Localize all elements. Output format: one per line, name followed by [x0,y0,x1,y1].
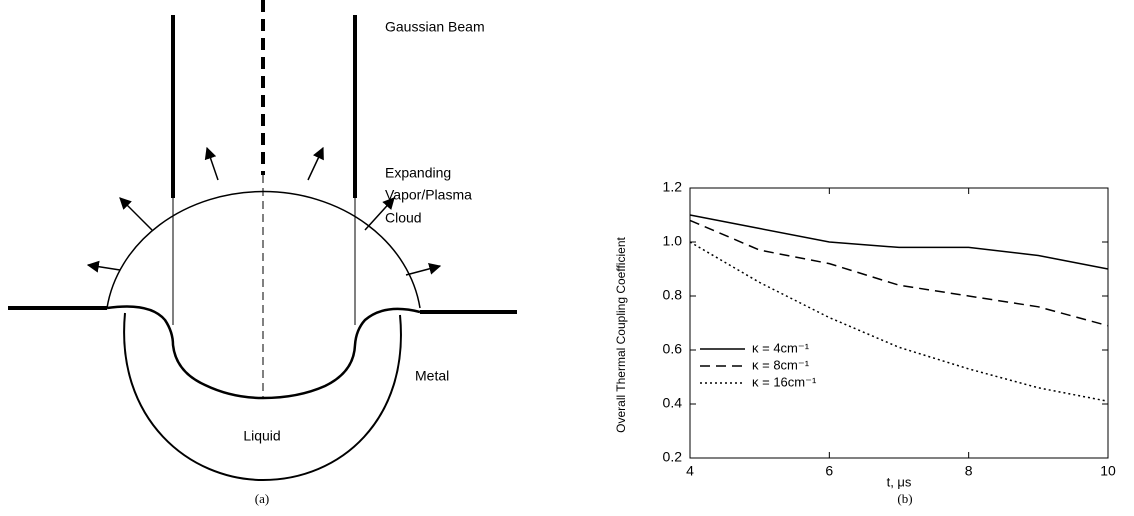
x-tick-label: 4 [686,463,694,479]
legend-label: κ = 8cm⁻¹ [752,357,810,372]
series-line [689,219,1109,327]
cloud-label: Cloud [385,210,422,226]
plot-frame [689,187,1109,459]
y-tick-label: 1.2 [663,179,683,195]
series-line [689,214,1109,270]
plasma-cloud [106,190,421,309]
diagram [8,0,517,482]
y-axis-label: Overall Thermal Coupling Coefficient [614,237,628,433]
y-tick-label: 0.8 [663,287,683,303]
y-tick-label: 1.0 [663,233,683,249]
y-tick-label: 0.6 [663,341,683,357]
beam-label: Gaussian Beam [385,19,485,35]
y-tick-label: 0.4 [663,395,683,411]
legend-label: κ = 16cm⁻¹ [752,374,817,389]
arrows [86,146,442,276]
x-tick-label: 10 [1100,463,1116,479]
keyhole [106,305,421,400]
y-tick-label: 0.2 [663,449,683,465]
caption: (a) [255,491,269,506]
legend-label: κ = 4cm⁻¹ [752,340,810,355]
liquid-label: Liquid [243,428,280,444]
x-tick-label: 8 [965,463,973,479]
cloud-label: Vapor/Plasma [385,187,472,203]
series-line [689,241,1109,403]
x-axis-label: t, μs [887,474,912,489]
x-tick-label: 6 [825,463,833,479]
caption: (b) [897,491,912,506]
liquid-pool [123,312,402,482]
metal-label: Metal [415,368,449,384]
cloud-label: Expanding [385,165,451,181]
